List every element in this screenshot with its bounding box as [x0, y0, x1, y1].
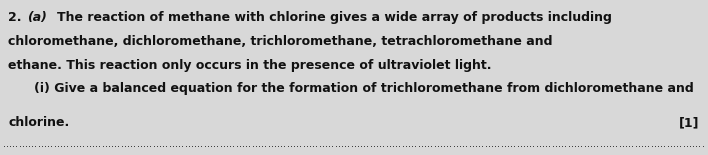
Text: ethane. This reaction only occurs in the presence of ultraviolet light.: ethane. This reaction only occurs in the…	[8, 59, 492, 72]
Text: chloromethane, dichloromethane, trichloromethane, tetrachloromethane and: chloromethane, dichloromethane, trichlor…	[8, 35, 553, 48]
Text: (a): (a)	[27, 11, 47, 24]
Text: [1]: [1]	[679, 116, 700, 129]
Text: The reaction of methane with chlorine gives a wide array of products including: The reaction of methane with chlorine gi…	[57, 11, 612, 24]
Text: chlorine.: chlorine.	[8, 116, 70, 129]
Text: 2.: 2.	[8, 11, 22, 24]
Text: (i) Give a balanced equation for the formation of trichloromethane from dichloro: (i) Give a balanced equation for the for…	[34, 82, 694, 95]
